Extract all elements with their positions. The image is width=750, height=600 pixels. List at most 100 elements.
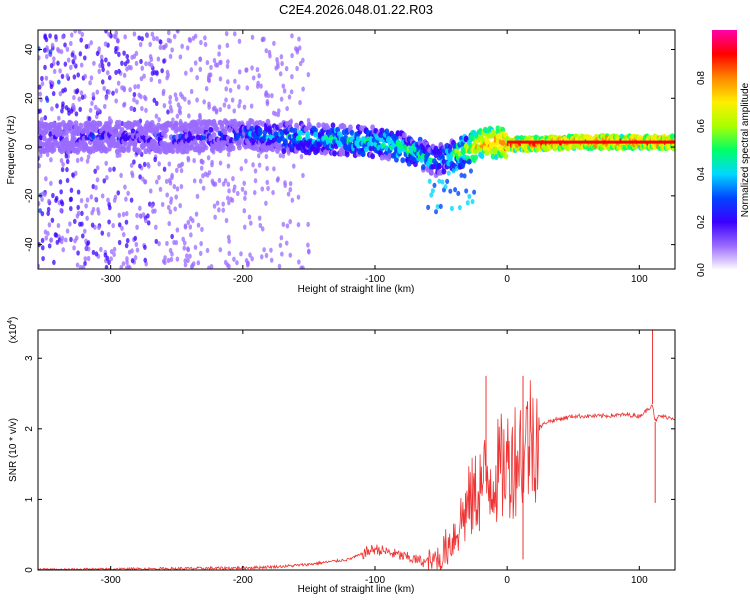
spectrogram-ridge-cell bbox=[287, 119, 293, 126]
spectrogram-noise-cell bbox=[264, 90, 269, 96]
spectrogram-noise-cell bbox=[86, 255, 91, 262]
snr-y-label: SNR (10 * v/v) bbox=[8, 418, 19, 482]
spectrogram-noise-cell bbox=[134, 60, 139, 66]
spectrogram-noise-cell bbox=[93, 168, 98, 174]
spectrogram-noise-cell bbox=[227, 250, 232, 256]
spectrogram-noise-cell bbox=[257, 162, 262, 168]
spectrogram-noise-cell bbox=[38, 46, 41, 52]
spectrogram-noise-cell bbox=[178, 203, 182, 209]
spectrogram-noise-cell bbox=[72, 74, 77, 80]
spectrogram-noise-cell bbox=[89, 75, 94, 81]
spectrogram-noise-cell bbox=[214, 108, 219, 114]
spectrogram-noise-cell bbox=[225, 42, 230, 48]
spectrogram-noise-cell bbox=[68, 196, 73, 203]
x-tick-label: -300 bbox=[101, 575, 121, 586]
spectrogram-noise-cell bbox=[207, 104, 211, 110]
spectrogram-noise-cell bbox=[218, 247, 223, 253]
spectrogram-noise-cell bbox=[135, 99, 139, 105]
spectrogram-noise-cell bbox=[286, 191, 291, 197]
spectrogram-noise-cell bbox=[111, 222, 115, 229]
spectrogram-ridge-cell bbox=[249, 118, 255, 125]
spectrogram-noise-cell bbox=[112, 251, 116, 258]
spectrogram-noise-cell bbox=[245, 85, 250, 91]
spectrogram-noise-cell bbox=[132, 31, 137, 37]
spectrogram-noise-cell bbox=[211, 180, 215, 186]
spectrogram-noise-cell bbox=[75, 262, 80, 268]
spectrogram-ridge-cell bbox=[466, 158, 472, 165]
spectrogram-branch-cell bbox=[467, 193, 472, 200]
spectrogram-noise-cell bbox=[59, 157, 64, 164]
spectrogram-noise-cell bbox=[52, 68, 57, 75]
spectrogram-noise-cell bbox=[285, 223, 290, 229]
spectrogram-noise-cell bbox=[130, 248, 134, 254]
spectrogram-noise-cell bbox=[84, 43, 89, 50]
spectrogram-noise-cell bbox=[103, 41, 108, 47]
spectrogram-noise-cell bbox=[291, 163, 296, 169]
spectrogram-noise-cell bbox=[229, 196, 233, 202]
spectrogram-noise-cell bbox=[223, 259, 228, 265]
spectrogram-noise-cell bbox=[60, 108, 64, 114]
spectrogram-noise-cell bbox=[251, 162, 255, 168]
spectrogram-noise-cell bbox=[279, 54, 284, 60]
spectrogram-noise-cell bbox=[217, 207, 221, 213]
spectrogram-noise-cell bbox=[91, 206, 96, 213]
spectrogram-noise-cell bbox=[172, 183, 177, 190]
spectrogram-frame bbox=[37, 29, 676, 270]
spectrogram-noise-cell bbox=[80, 210, 84, 216]
spectrogram-noise-cell bbox=[100, 79, 105, 85]
spectrogram-noise-cell bbox=[259, 254, 264, 260]
spectrogram-noise-cell bbox=[226, 195, 230, 201]
spectrogram-noise-cell bbox=[95, 50, 100, 57]
spectrogram-noise-cell bbox=[122, 72, 127, 78]
spectrogram-noise-cell bbox=[107, 115, 112, 122]
spectrogram-noise-cell bbox=[86, 154, 91, 160]
spectrogram-noise-cell bbox=[65, 228, 70, 234]
spectrogram-noise-cell bbox=[43, 191, 47, 198]
spectrogram-noise-cell bbox=[227, 238, 231, 244]
spectrogram-noise-cell bbox=[134, 241, 139, 248]
colorbar-swatch bbox=[712, 30, 737, 270]
spectrogram-noise-cell bbox=[179, 184, 184, 190]
spectrogram-noise-cell bbox=[232, 108, 237, 114]
spectrogram-ridge-cell bbox=[420, 164, 426, 171]
spectrogram-ridge-cell bbox=[106, 120, 112, 127]
spectrogram-noise-cell bbox=[279, 96, 284, 102]
spectrogram-ridge-cell bbox=[332, 150, 337, 157]
spectrogram-ridge-cell bbox=[249, 125, 255, 132]
colorbar-ticks: 0.0 0.2 0.4 0.6 0.8 bbox=[696, 71, 707, 277]
spectrogram-noise-cell bbox=[143, 257, 148, 263]
spectrogram-noise-cell bbox=[75, 157, 80, 163]
spectrogram-branch-cell bbox=[434, 209, 439, 215]
spectrogram-noise-cell bbox=[38, 108, 42, 114]
spectrogram-noise-cell bbox=[162, 44, 167, 50]
spectrogram-noise-cell bbox=[242, 208, 247, 214]
spectrogram-noise-cell bbox=[287, 94, 292, 100]
spectrogram-noise-cell bbox=[203, 41, 208, 48]
spectrogram-branch-cell bbox=[440, 179, 445, 185]
snr-exponent-power: 4 bbox=[7, 320, 14, 324]
spectrogram-noise-cell bbox=[276, 176, 280, 182]
spectrogram-noise-cell bbox=[157, 241, 161, 247]
spectrogram-noise-cell bbox=[38, 84, 42, 90]
spectrogram-noise-cell bbox=[50, 217, 55, 223]
colorbar: 0.0 0.2 0.4 0.6 0.8 Normalized spectral ampl… bbox=[696, 30, 750, 277]
spectrogram-noise-cell bbox=[39, 117, 44, 123]
spectrogram-noise-cell bbox=[112, 33, 117, 39]
spectrogram-noise-cell bbox=[46, 206, 51, 213]
spectrogram-noise-cell bbox=[187, 99, 191, 105]
spectrogram-noise-cell bbox=[49, 237, 54, 243]
spectrogram-noise-cell bbox=[138, 213, 143, 219]
spectrogram-noise-cell bbox=[243, 190, 248, 196]
spectrogram-noise-cell bbox=[64, 153, 69, 159]
spectrogram-branch-cell bbox=[438, 203, 443, 210]
spectrogram-noise-cell bbox=[298, 99, 302, 106]
spectrogram-noise-cell bbox=[96, 207, 100, 213]
spectrogram-noise-cell bbox=[76, 204, 80, 211]
spectrogram-noise-cell bbox=[59, 49, 64, 55]
spectrogram-noise-cell bbox=[46, 230, 50, 237]
spectrogram-noise-cell bbox=[116, 190, 121, 196]
spectrogram-noise-cell bbox=[112, 197, 117, 203]
spectrogram-noise-cell bbox=[174, 240, 179, 246]
spectrogram-noise-cell bbox=[111, 90, 115, 96]
spectrogram-noise-cell bbox=[125, 265, 129, 269]
